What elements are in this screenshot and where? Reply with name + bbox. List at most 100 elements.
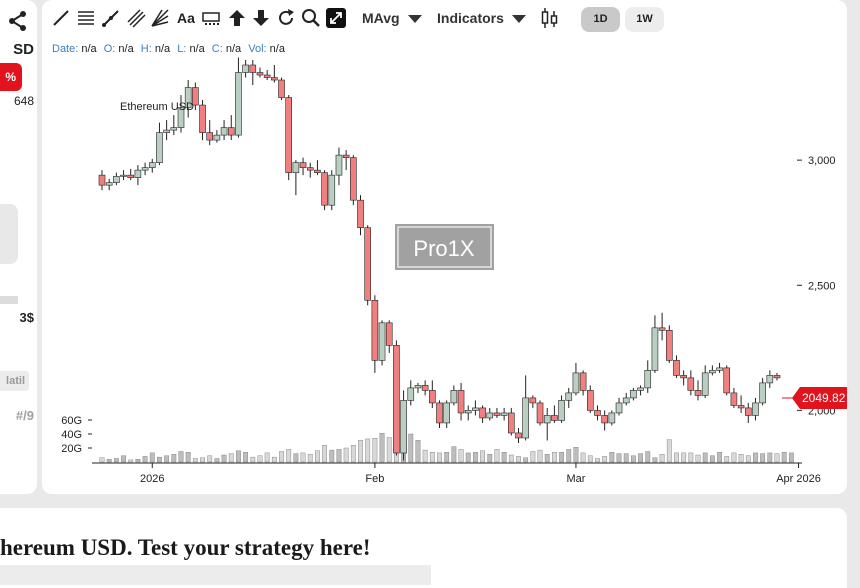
candle-body[interactable]: [328, 174, 336, 206]
zoom-icon[interactable]: [300, 7, 322, 29]
candle-body[interactable]: [558, 400, 565, 421]
fullscreen-icon[interactable]: [325, 7, 347, 29]
candle-body[interactable]: [393, 345, 400, 454]
candle-body[interactable]: [673, 360, 680, 376]
candle-body[interactable]: [493, 412, 501, 416]
candle-body[interactable]: [472, 407, 479, 411]
candle-body[interactable]: [579, 372, 587, 391]
candle-body[interactable]: [227, 127, 235, 136]
range-button-1w[interactable]: 1W: [625, 7, 664, 32]
candle-body[interactable]: [651, 327, 659, 371]
candle-body[interactable]: [522, 397, 529, 439]
candle-body[interactable]: [271, 77, 278, 81]
candle-body[interactable]: [364, 227, 371, 301]
candle-body[interactable]: [400, 400, 407, 454]
candle-body[interactable]: [249, 64, 257, 73]
candle-body[interactable]: [177, 107, 185, 128]
candle-body[interactable]: [306, 167, 314, 171]
ray-tool-icon[interactable]: [100, 7, 122, 29]
reset-icon[interactable]: [275, 7, 297, 29]
candle-body[interactable]: [184, 87, 192, 108]
candle-body[interactable]: [141, 167, 149, 171]
marker-tool-icon[interactable]: [200, 7, 222, 29]
candle-body[interactable]: [601, 415, 608, 424]
candle-body[interactable]: [752, 402, 759, 416]
candle-body[interactable]: [694, 390, 702, 396]
candle-body[interactable]: [321, 172, 328, 206]
candle-body[interactable]: [407, 387, 415, 401]
candle-body[interactable]: [486, 412, 494, 419]
candle-body[interactable]: [457, 390, 465, 414]
candle-body[interactable]: [357, 199, 364, 229]
candle-body[interactable]: [450, 390, 458, 404]
candle-body[interactable]: [744, 407, 752, 416]
candle-body[interactable]: [105, 182, 113, 186]
candle-body[interactable]: [421, 385, 429, 391]
candle-body[interactable]: [723, 367, 731, 394]
candle-body[interactable]: [637, 387, 644, 391]
candle-body[interactable]: [464, 410, 472, 414]
candle-body[interactable]: [479, 407, 486, 419]
candle-body[interactable]: [565, 392, 573, 401]
candle-body[interactable]: [508, 412, 515, 434]
indicators-dropdown[interactable]: Indicators: [437, 10, 526, 26]
volatility-chip[interactable]: latil: [0, 371, 29, 391]
candle-body[interactable]: [551, 415, 558, 421]
candle-body[interactable]: [709, 370, 716, 374]
candle-body[interactable]: [278, 79, 285, 98]
candle-body[interactable]: [658, 327, 666, 331]
share-icon[interactable]: [7, 10, 29, 37]
candle-body[interactable]: [299, 162, 307, 168]
candle-body[interactable]: [342, 154, 350, 158]
candle-body[interactable]: [436, 402, 443, 424]
trade-box[interactable]: [0, 204, 18, 264]
candle-body[interactable]: [120, 174, 127, 177]
candle-body[interactable]: [148, 162, 156, 168]
candle-body[interactable]: [378, 322, 386, 361]
candle-body[interactable]: [235, 72, 242, 136]
candle-body[interactable]: [615, 402, 623, 414]
candle-body[interactable]: [443, 402, 450, 424]
candle-body[interactable]: [608, 412, 616, 424]
range-button-1d[interactable]: 1D: [581, 7, 620, 32]
candle-body[interactable]: [680, 375, 687, 379]
candle-body[interactable]: [687, 377, 695, 391]
candle-body[interactable]: [285, 97, 293, 173]
candle-body[interactable]: [314, 169, 321, 173]
text-tool-icon[interactable]: Aa: [177, 10, 195, 26]
candle-body[interactable]: [350, 157, 357, 201]
candle-body[interactable]: [572, 372, 580, 394]
candle-body[interactable]: [414, 385, 422, 389]
candle-body[interactable]: [192, 87, 199, 106]
promo-input-bar[interactable]: [0, 565, 431, 585]
candle-body[interactable]: [385, 322, 393, 346]
candle-body[interactable]: [759, 382, 766, 404]
candle-body[interactable]: [98, 174, 106, 186]
candle-body[interactable]: [543, 415, 551, 424]
candle-body[interactable]: [163, 129, 170, 133]
candle-body[interactable]: [716, 367, 723, 371]
candle-body[interactable]: [500, 412, 508, 416]
candle-body[interactable]: [773, 375, 781, 379]
candle-body[interactable]: [156, 132, 163, 163]
parallel-channel-icon[interactable]: [125, 7, 147, 29]
candle-body[interactable]: [134, 169, 142, 178]
candle-body[interactable]: [730, 392, 738, 406]
arrow-up-icon[interactable]: [226, 7, 248, 29]
candle-body[interactable]: [220, 127, 228, 136]
candle-body[interactable]: [594, 410, 601, 416]
candle-body[interactable]: [586, 390, 594, 411]
candle-body[interactable]: [701, 372, 709, 396]
candle-body[interactable]: [206, 132, 214, 141]
candle-body[interactable]: [766, 375, 774, 384]
candle-body[interactable]: [371, 300, 379, 361]
candle-body[interactable]: [630, 390, 637, 399]
mavg-dropdown[interactable]: MAvg: [362, 10, 422, 26]
fib-fan-icon[interactable]: [149, 7, 171, 29]
candle-body[interactable]: [429, 390, 436, 404]
candle-body[interactable]: [263, 74, 271, 78]
line-tool-icon[interactable]: [50, 7, 72, 29]
candle-body[interactable]: [737, 405, 745, 409]
candle-body[interactable]: [213, 134, 221, 141]
